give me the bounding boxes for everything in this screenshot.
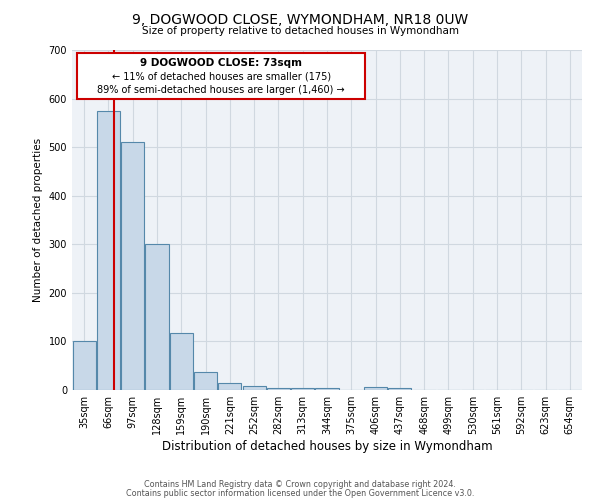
Bar bbox=[218, 382, 241, 390]
Bar bbox=[364, 386, 387, 390]
Bar bbox=[291, 388, 314, 390]
Bar bbox=[121, 142, 144, 390]
Bar bbox=[170, 333, 193, 390]
Bar bbox=[97, 110, 120, 390]
Bar bbox=[316, 388, 338, 390]
Bar bbox=[242, 386, 266, 390]
Bar bbox=[267, 388, 290, 390]
Text: 89% of semi-detached houses are larger (1,460) →: 89% of semi-detached houses are larger (… bbox=[97, 85, 345, 95]
Text: 9, DOGWOOD CLOSE, WYMONDHAM, NR18 0UW: 9, DOGWOOD CLOSE, WYMONDHAM, NR18 0UW bbox=[132, 12, 468, 26]
Bar bbox=[194, 372, 217, 390]
X-axis label: Distribution of detached houses by size in Wymondham: Distribution of detached houses by size … bbox=[161, 440, 493, 453]
Y-axis label: Number of detached properties: Number of detached properties bbox=[33, 138, 43, 302]
FancyBboxPatch shape bbox=[77, 54, 365, 100]
Bar bbox=[388, 388, 412, 390]
Text: Contains HM Land Registry data © Crown copyright and database right 2024.: Contains HM Land Registry data © Crown c… bbox=[144, 480, 456, 489]
Text: Contains public sector information licensed under the Open Government Licence v3: Contains public sector information licen… bbox=[126, 488, 474, 498]
Text: ← 11% of detached houses are smaller (175): ← 11% of detached houses are smaller (17… bbox=[112, 72, 331, 82]
Bar bbox=[145, 244, 169, 390]
Text: Size of property relative to detached houses in Wymondham: Size of property relative to detached ho… bbox=[142, 26, 458, 36]
Text: 9 DOGWOOD CLOSE: 73sqm: 9 DOGWOOD CLOSE: 73sqm bbox=[140, 58, 302, 68]
Bar bbox=[73, 342, 95, 390]
